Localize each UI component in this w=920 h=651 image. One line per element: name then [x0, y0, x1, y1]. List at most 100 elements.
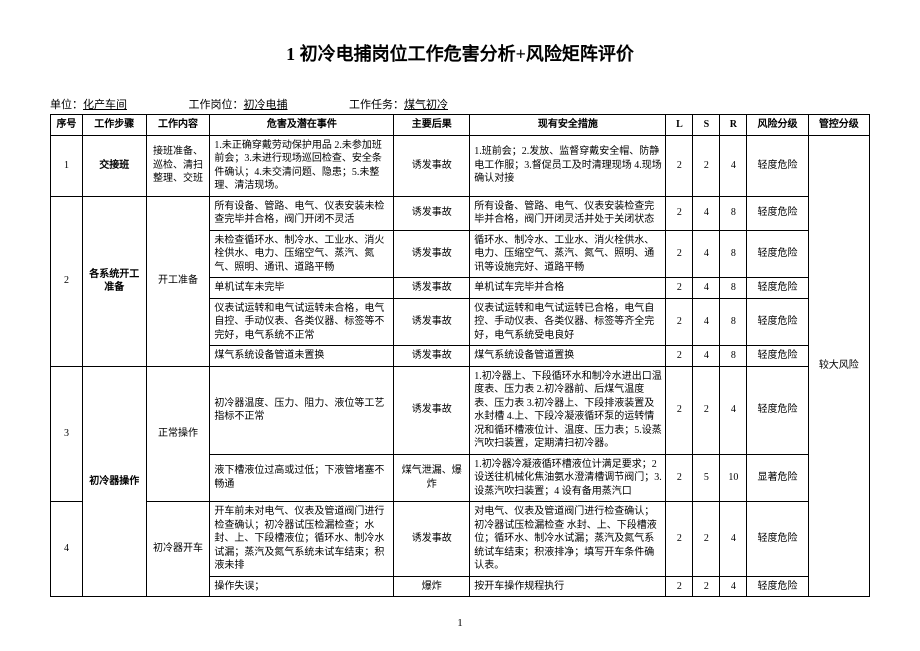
cell-r: 4 [720, 502, 747, 577]
cell-l: 2 [666, 502, 693, 577]
th-s: S [693, 115, 720, 136]
cell-measure: 循环水、制冷水、工业水、消火栓供水、电力、压缩空气、蒸汽、氮气、照明、通讯等设施… [470, 230, 666, 278]
cell-r: 8 [720, 196, 747, 230]
table-row: 3初冷器操作正常操作初冷器温度、压力、阻力、液位等工艺指标不正常诱发事故1.初冷… [51, 366, 870, 454]
cell-ctrl: 较大风险 [808, 135, 869, 597]
cell-consequence: 煤气泄漏、爆炸 [394, 454, 470, 502]
cell-s: 4 [693, 278, 720, 299]
cell-s: 2 [693, 135, 720, 196]
cell-s: 4 [693, 298, 720, 346]
post-value: 初冷电捕 [244, 96, 304, 112]
cell-risk: 轻度危险 [747, 502, 808, 577]
cell-r: 8 [720, 346, 747, 367]
cell-measure: 对电气、仪表及管道阀门进行检查确认；初冷器试压检漏检查 水封、上、下段槽液位；循… [470, 502, 666, 577]
th-r: R [720, 115, 747, 136]
cell-risk: 轻度危险 [747, 135, 808, 196]
cell-risk: 轻度危险 [747, 346, 808, 367]
table-header-row: 序号 工作步骤 工作内容 危害及潜在事件 主要后果 现有安全措施 L S R 风… [51, 115, 870, 136]
th-consequence: 主要后果 [394, 115, 470, 136]
unit-value: 化产车间 [83, 96, 143, 112]
cell-hazard: 未检查循环水、制冷水、工业水、消火栓供水、电力、压缩空气、蒸汽、氮气、照明、通讯… [210, 230, 394, 278]
post-label: 工作岗位： [189, 96, 244, 112]
cell-l: 2 [666, 366, 693, 454]
cell-hazard: 单机试车未完毕 [210, 278, 394, 299]
th-l: L [666, 115, 693, 136]
cell-consequence: 诱发事故 [394, 366, 470, 454]
cell-seq: 3 [51, 366, 83, 502]
cell-measure: 所有设备、管路、电气、仪表安装检查完毕并合格，阀门开闭灵活并处于关闭状态 [470, 196, 666, 230]
cell-step: 交接班 [82, 135, 146, 196]
cell-l: 2 [666, 454, 693, 502]
th-step: 工作步骤 [82, 115, 146, 136]
cell-measure: 煤气系统设备管道置换 [470, 346, 666, 367]
cell-risk: 轻度危险 [747, 366, 808, 454]
cell-hazard: 液下槽液位过高或过低；下液管堵塞不畅通 [210, 454, 394, 502]
cell-consequence: 诱发事故 [394, 298, 470, 346]
cell-consequence: 诱发事故 [394, 196, 470, 230]
cell-seq: 4 [51, 502, 83, 597]
cell-task: 正常操作 [146, 366, 210, 502]
cell-l: 2 [666, 278, 693, 299]
cell-measure: 仪表试运转和电气试运转已合格，电气自控、手动仪表、各类仪器、标签等齐全完好，电气… [470, 298, 666, 346]
cell-task: 开工准备 [146, 196, 210, 366]
cell-hazard: 煤气系统设备管道未置换 [210, 346, 394, 367]
cell-hazard: 所有设备、管路、电气、仪表安装未检查完毕并合格，阀门开闭不灵活 [210, 196, 394, 230]
cell-r: 10 [720, 454, 747, 502]
cell-risk: 轻度危险 [747, 196, 808, 230]
cell-s: 2 [693, 366, 720, 454]
th-ctrl: 管控分级 [808, 115, 869, 136]
cell-s: 2 [693, 576, 720, 597]
cell-measure: 1.初冷器上、下段循环水和制冷水进出口温度表、压力表 2.初冷器前、后煤气温度表… [470, 366, 666, 454]
table-row: 1交接班接班准备、巡检、清扫整理、交班1.未正确穿戴劳动保护用品 2.未参加班前… [51, 135, 870, 196]
cell-l: 2 [666, 298, 693, 346]
cell-hazard: 1.未正确穿戴劳动保护用品 2.未参加班前会；3.未进行现场巡回检查、安全条件确… [210, 135, 394, 196]
task-label: 工作任务： [349, 96, 404, 112]
cell-r: 4 [720, 135, 747, 196]
meta-row: 单位：化产车间 工作岗位：初冷电捕 工作任务：煤气初冷 [50, 96, 870, 112]
cell-l: 2 [666, 196, 693, 230]
cell-r: 8 [720, 298, 747, 346]
cell-seq: 1 [51, 135, 83, 196]
cell-consequence: 诱发事故 [394, 230, 470, 278]
page-number: 1 [50, 617, 870, 629]
cell-r: 4 [720, 576, 747, 597]
cell-step: 各系统开工准备 [82, 196, 146, 366]
cell-s: 4 [693, 346, 720, 367]
cell-risk: 显著危险 [747, 454, 808, 502]
cell-measure: 按开车操作规程执行 [470, 576, 666, 597]
task-value: 煤气初冷 [404, 96, 464, 112]
table-row: 2各系统开工准备开工准备所有设备、管路、电气、仪表安装未检查完毕并合格，阀门开闭… [51, 196, 870, 230]
cell-consequence: 诱发事故 [394, 346, 470, 367]
unit-label: 单位： [50, 96, 83, 112]
cell-measure: 1.初冷器冷凝液循环槽液位计满足要求；2设送往机械化焦油氨水澄清槽调节阀门；3.… [470, 454, 666, 502]
cell-seq: 2 [51, 196, 83, 366]
cell-consequence: 诱发事故 [394, 135, 470, 196]
th-risk: 风险分级 [747, 115, 808, 136]
cell-task: 接班准备、巡检、清扫整理、交班 [146, 135, 210, 196]
cell-risk: 轻度危险 [747, 278, 808, 299]
cell-measure: 1.班前会；2.发放、监督穿戴安全帽、防静电工作服；3.督促员工及时清理现场 4… [470, 135, 666, 196]
th-measure: 现有安全措施 [470, 115, 666, 136]
cell-consequence: 爆炸 [394, 576, 470, 597]
cell-hazard: 初冷器温度、压力、阻力、液位等工艺指标不正常 [210, 366, 394, 454]
cell-s: 5 [693, 454, 720, 502]
cell-hazard: 开车前未对电气、仪表及管道阀门进行检查确认；初冷器试压检漏检查；水封、上、下段槽… [210, 502, 394, 577]
cell-consequence: 诱发事故 [394, 502, 470, 577]
cell-risk: 轻度危险 [747, 230, 808, 278]
cell-l: 2 [666, 346, 693, 367]
th-task: 工作内容 [146, 115, 210, 136]
cell-s: 4 [693, 230, 720, 278]
cell-r: 4 [720, 366, 747, 454]
cell-consequence: 诱发事故 [394, 278, 470, 299]
cell-risk: 轻度危险 [747, 298, 808, 346]
cell-measure: 单机试车完毕并合格 [470, 278, 666, 299]
cell-s: 2 [693, 502, 720, 577]
cell-l: 2 [666, 576, 693, 597]
cell-task: 初冷器开车 [146, 502, 210, 597]
doc-title: 1 初冷电捕岗位工作危害分析+风险矩阵评价 [50, 40, 870, 66]
th-hazard: 危害及潜在事件 [210, 115, 394, 136]
cell-l: 2 [666, 135, 693, 196]
cell-hazard: 操作失误； [210, 576, 394, 597]
cell-l: 2 [666, 230, 693, 278]
risk-matrix-table: 序号 工作步骤 工作内容 危害及潜在事件 主要后果 现有安全措施 L S R 风… [50, 114, 870, 597]
